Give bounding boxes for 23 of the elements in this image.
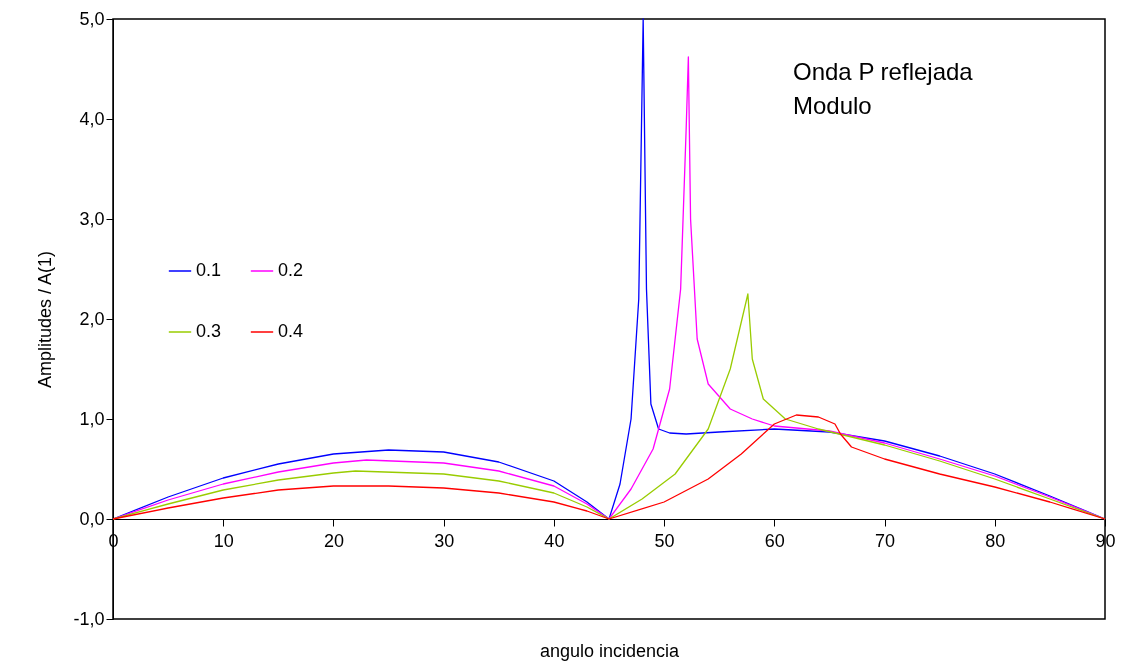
y-tick-label: 1,0 — [79, 408, 105, 429]
y-tick-label: 0,0 — [79, 508, 105, 529]
y-tick-label: -1,0 — [73, 608, 105, 629]
x-tick-label: 10 — [213, 530, 234, 551]
y-tick-label: 2,0 — [79, 308, 105, 329]
legend-label: 0.1 — [196, 260, 222, 280]
legend-label: 0.2 — [278, 260, 304, 280]
x-axis-title: angulo incidencia — [539, 640, 681, 661]
annotation: Onda P reflejada — [793, 58, 974, 85]
x-tick-label: 30 — [434, 530, 455, 551]
x-tick-label: 80 — [985, 530, 1006, 551]
y-axis-title: Amplitudes / A(1) — [35, 250, 56, 389]
y-tick-label: 3,0 — [79, 208, 105, 229]
legend-label: 0.4 — [278, 321, 304, 341]
y-tick-label: 4,0 — [79, 108, 105, 129]
x-tick-label: 60 — [764, 530, 785, 551]
y-tick-label: 5,0 — [79, 8, 105, 29]
legend-label: 0.3 — [196, 321, 222, 341]
x-tick-label: 50 — [654, 530, 675, 551]
x-tick-label: 20 — [323, 530, 344, 551]
x-tick-label: 70 — [875, 530, 896, 551]
annotation: Modulo — [793, 92, 872, 119]
x-tick-label: 40 — [544, 530, 565, 551]
